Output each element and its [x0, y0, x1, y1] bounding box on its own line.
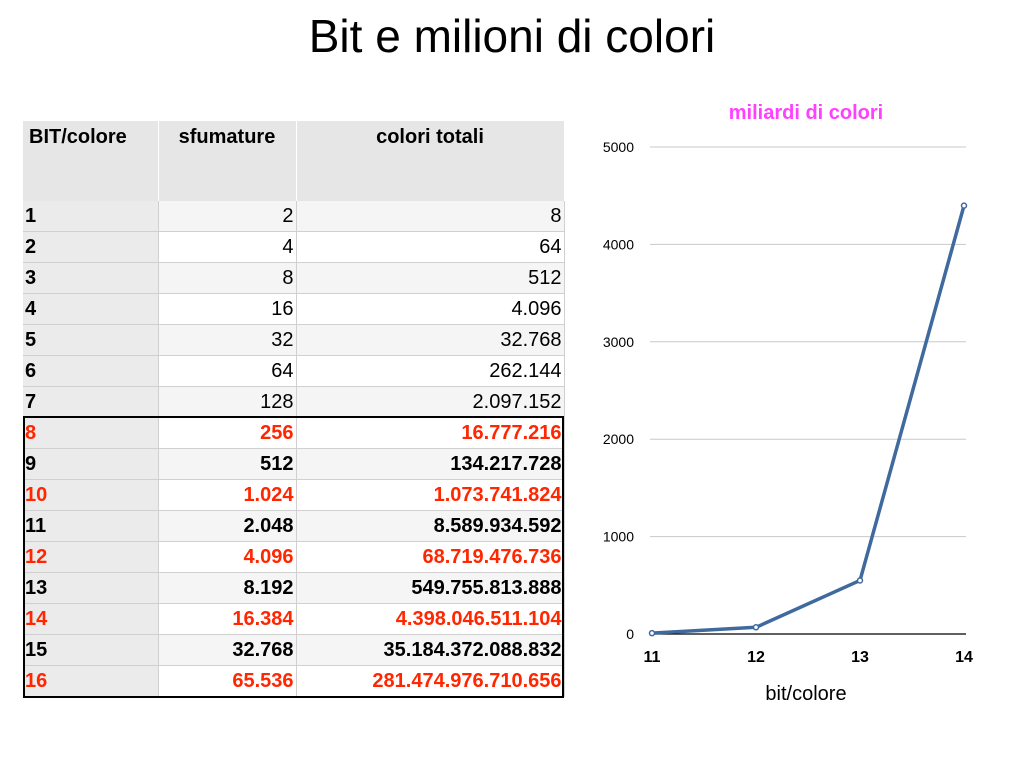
chart-title: miliardi di colori: [729, 102, 883, 124]
table-row: 4 16 4.096: [23, 293, 565, 325]
cell-colori-totali: 262.144: [296, 355, 565, 387]
x-tick-label: 12: [747, 649, 765, 666]
cell-sfumature: 4: [158, 231, 297, 263]
table-row: 9 512 134.217.728: [23, 448, 565, 480]
cell-sfumature: 8.192: [158, 572, 297, 604]
cell-sfumature: 8: [158, 262, 297, 294]
cell-bit: 1: [23, 201, 159, 232]
table-row: 2 4 64: [23, 231, 565, 263]
table-row: 13 8.192 549.755.813.888: [23, 572, 565, 604]
table-row: 15 32.768 35.184.372.088.832: [23, 634, 565, 666]
cell-bit: 12: [23, 541, 159, 573]
table-row: 14 16.384 4.398.046.511.104: [23, 603, 565, 635]
table-row: 11 2.048 8.589.934.592: [23, 510, 565, 542]
cell-colori-totali: 68.719.476.736: [296, 541, 565, 573]
cell-colori-totali: 549.755.813.888: [296, 572, 565, 604]
cell-colori-totali: 2.097.152: [296, 386, 565, 418]
cell-bit: 10: [23, 479, 159, 511]
cell-bit: 7: [23, 386, 159, 418]
cell-sfumature: 16: [158, 293, 297, 325]
header-bit: BIT/colore: [23, 121, 159, 201]
x-tick-label: 14: [955, 649, 973, 666]
table-row: 16 65.536 281.474.976.710.656: [23, 665, 565, 697]
y-tick-label: 5000: [603, 139, 634, 155]
y-tick-label: 3000: [603, 334, 634, 350]
chart-grid: [650, 146, 966, 635]
cell-bit: 8: [23, 417, 159, 449]
cell-colori-totali: 16.777.216: [296, 417, 565, 449]
table-row: 6 64 262.144: [23, 355, 565, 387]
cell-sfumature: 1.024: [158, 479, 297, 511]
table-row: 5 32 32.768: [23, 324, 565, 356]
x-tick-labels: 11 12 13 14: [644, 649, 973, 666]
x-tick-label: 11: [644, 649, 661, 666]
table-row: 12 4.096 68.719.476.736: [23, 541, 565, 573]
data-point: [856, 577, 864, 584]
cell-bit: 16: [23, 665, 159, 697]
cell-sfumature: 64: [158, 355, 297, 387]
cell-sfumature: 2: [158, 201, 297, 232]
header-colori-totali: colori totali: [296, 121, 565, 201]
cell-sfumature: 65.536: [158, 665, 297, 697]
cell-colori-totali: 134.217.728: [296, 448, 565, 480]
cell-bit: 3: [23, 262, 159, 294]
cell-colori-totali: 4.096: [296, 293, 565, 325]
page-title: Bit e milioni di colori: [308, 10, 716, 62]
cell-bit: 14: [23, 603, 159, 635]
cell-bit: 15: [23, 634, 159, 666]
data-point: [752, 624, 760, 631]
cell-sfumature: 32.768: [158, 634, 297, 666]
table-row: 3 8 512: [23, 262, 565, 294]
table-row: 8 256 16.777.216: [23, 417, 565, 449]
cell-colori-totali: 281.474.976.710.656: [296, 665, 565, 697]
cell-bit: 5: [23, 324, 159, 356]
cell-sfumature: 32: [158, 324, 297, 356]
table-header-row: BIT/colore sfumature colori totali: [23, 121, 565, 201]
series-line: [651, 205, 966, 635]
cell-sfumature: 256: [158, 417, 297, 449]
table-row: 10 1.024 1.073.741.824: [23, 479, 565, 511]
cell-sfumature: 4.096: [158, 541, 297, 573]
y-tick-label: 1000: [603, 529, 634, 545]
y-tick-labels: 0 1000 2000 3000 4000 5000: [603, 139, 634, 642]
y-tick-label: 2000: [603, 431, 634, 447]
cell-colori-totali: 8.589.934.592: [296, 510, 565, 542]
data-point: [648, 629, 656, 637]
cell-sfumature: 16.384: [158, 603, 297, 635]
cell-colori-totali: 32.768: [296, 324, 565, 356]
cell-colori-totali: 35.184.372.088.832: [296, 634, 565, 666]
cell-sfumature: 512: [158, 448, 297, 480]
cell-colori-totali: 8: [296, 201, 565, 232]
chart-series: [648, 202, 968, 637]
cell-bit: 2: [23, 231, 159, 263]
cell-colori-totali: 64: [296, 231, 565, 263]
y-tick-label: 4000: [603, 236, 634, 252]
cell-sfumature: 2.048: [158, 510, 297, 542]
cell-bit: 13: [23, 572, 159, 604]
x-tick-label: 13: [851, 649, 869, 666]
cell-bit: 4: [23, 293, 159, 325]
cell-colori-totali: 512: [296, 262, 565, 294]
cell-colori-totali: 1.073.741.824: [296, 479, 565, 511]
line-chart: miliardi di colori 0 1000 2000 3000 4000 5000…: [603, 102, 973, 705]
cell-bit: 9: [23, 448, 159, 480]
cell-colori-totali: 4.398.046.511.104: [296, 603, 565, 635]
cell-sfumature: 128: [158, 386, 297, 418]
x-axis-label: bit/colore: [765, 683, 846, 705]
cell-bit: 11: [23, 510, 159, 542]
data-point: [960, 202, 968, 209]
y-tick-label: 0: [626, 626, 634, 642]
header-sfumature: sfumature: [158, 121, 297, 201]
cell-bit: 6: [23, 355, 159, 387]
table-row: 7 128 2.097.152: [23, 386, 565, 418]
